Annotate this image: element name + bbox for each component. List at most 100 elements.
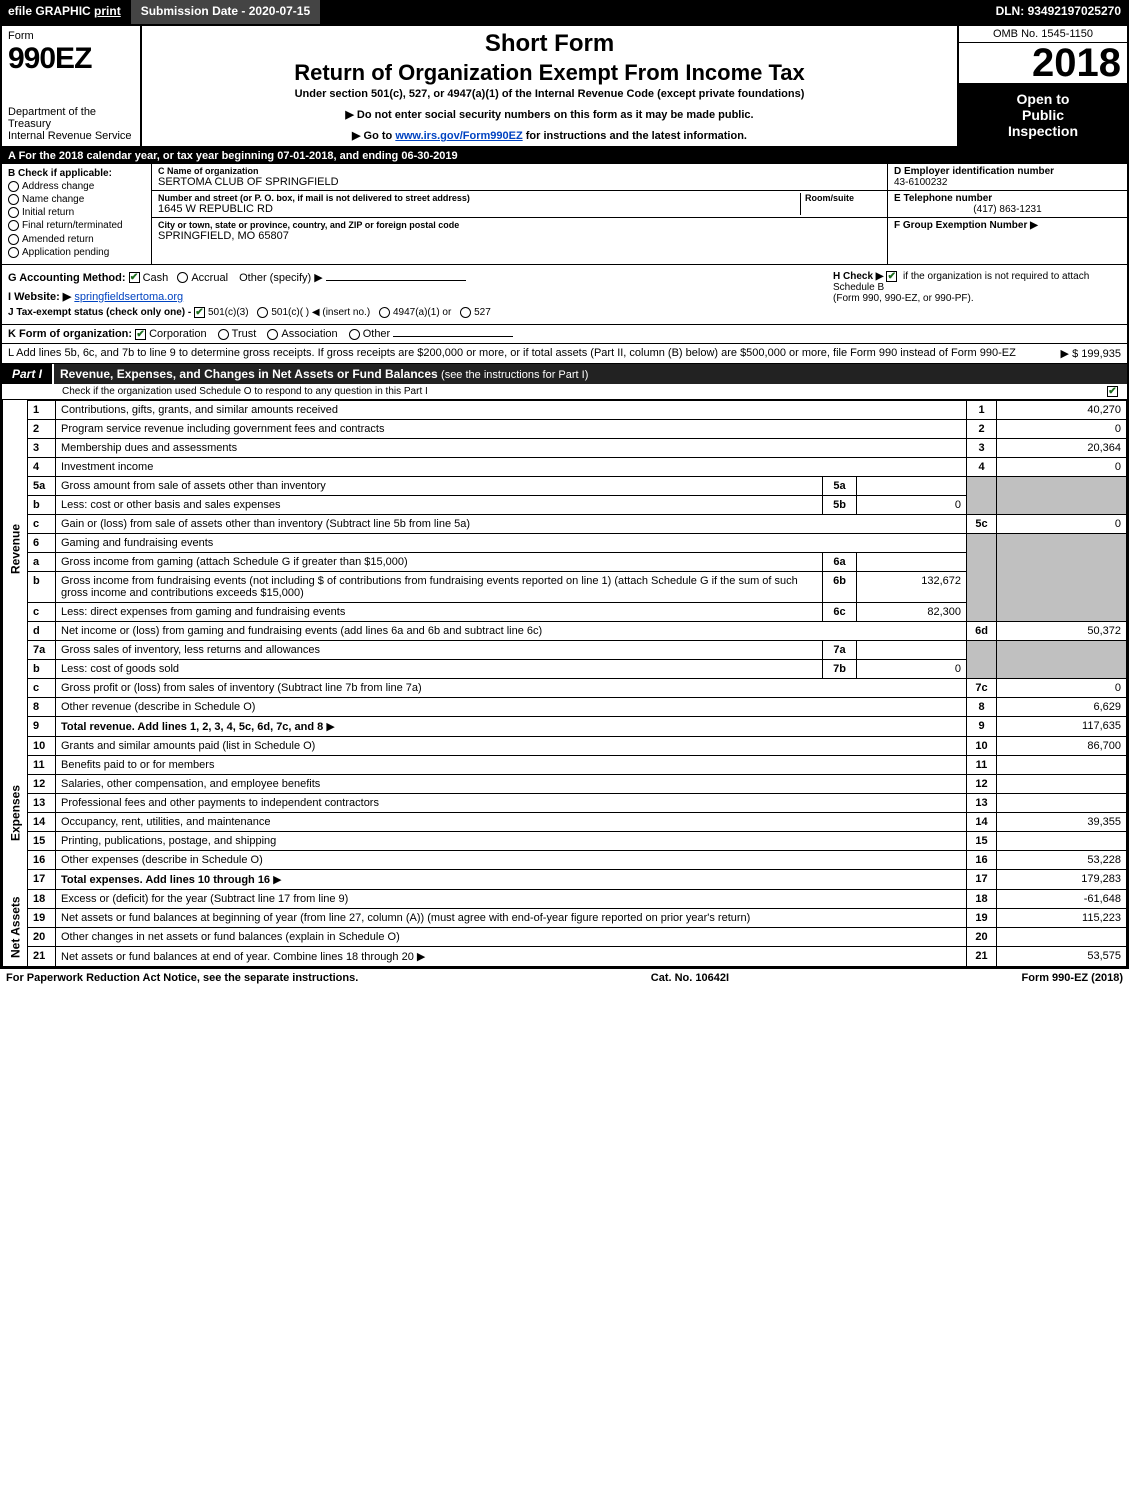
- ln15-val: [997, 831, 1127, 850]
- ln7ab-grey: [967, 640, 997, 678]
- ln7a-sn: 7a: [823, 640, 857, 659]
- ln17-desc: Total expenses. Add lines 10 through 16: [61, 874, 270, 886]
- tax-period-row: A For the 2018 calendar year, or tax yea…: [2, 148, 1127, 164]
- ln19-rn: 19: [967, 908, 997, 927]
- ln11-rn: 11: [967, 755, 997, 774]
- ln19-num: 19: [28, 908, 56, 927]
- ln21-rn: 21: [967, 946, 997, 966]
- ln7a-num: 7a: [28, 640, 56, 659]
- ln5a-sn: 5a: [823, 476, 857, 495]
- other-method-input[interactable]: [326, 280, 466, 281]
- ln4-desc: Investment income: [61, 461, 153, 473]
- ln2-num: 2: [28, 419, 56, 438]
- h-box: H Check ▶ if the organization is not req…: [827, 265, 1127, 324]
- ln7a-sv: [857, 640, 967, 659]
- chk-4947[interactable]: [379, 307, 390, 318]
- section-revenue-cont: [3, 697, 28, 736]
- subdate-value: 2020-07-15: [249, 4, 310, 18]
- ln17-num: 17: [28, 869, 56, 889]
- chk-cash[interactable]: [129, 272, 140, 283]
- website-link[interactable]: springfieldsertoma.org: [74, 291, 183, 303]
- part-i-title: Revenue, Expenses, and Changes in Net As…: [54, 364, 1127, 384]
- ln6d-val: 50,372: [997, 621, 1127, 640]
- ln2-val: 0: [997, 419, 1127, 438]
- l-value: ▶ $ 199,935: [1053, 347, 1121, 360]
- ln12-num: 12: [28, 774, 56, 793]
- section-revenue: Revenue: [3, 400, 28, 697]
- ln9-val: 117,635: [997, 716, 1127, 736]
- ln5c-desc: Gain or (loss) from sale of assets other…: [61, 518, 470, 530]
- info-block: B Check if applicable: Address change Na…: [2, 164, 1127, 265]
- lbl-527: 527: [474, 307, 491, 318]
- chk-final-return[interactable]: [8, 220, 19, 231]
- period-begin: 07-01-2018: [277, 150, 333, 162]
- ln4-num: 4: [28, 457, 56, 476]
- ln1-desc: Contributions, gifts, grants, and simila…: [61, 404, 338, 416]
- lbl-final-return: Final return/terminated: [22, 221, 123, 232]
- chk-address-change[interactable]: [8, 181, 19, 192]
- ein: 43-6100232: [894, 177, 1121, 188]
- lbl-initial-return: Initial return: [22, 207, 74, 218]
- chk-initial-return[interactable]: [8, 207, 19, 218]
- goto-note: ▶ Go to www.irs.gov/Form990EZ for instru…: [150, 129, 949, 142]
- chk-trust[interactable]: [218, 329, 229, 340]
- irs-link[interactable]: www.irs.gov/Form990EZ: [395, 130, 522, 142]
- chk-501c[interactable]: [257, 307, 268, 318]
- chk-assoc[interactable]: [267, 329, 278, 340]
- other-org-input[interactable]: [393, 336, 513, 337]
- chk-accrual[interactable]: [177, 272, 188, 283]
- gh-row: G Accounting Method: Cash Accrual Other …: [2, 265, 1127, 325]
- col-b: B Check if applicable: Address change Na…: [2, 164, 152, 264]
- ln6b-num: b: [28, 571, 56, 602]
- ln5b-sn: 5b: [823, 495, 857, 514]
- ln7c-rn: 7c: [967, 678, 997, 697]
- ln10-val: 86,700: [997, 736, 1127, 755]
- ln6d-rn: 6d: [967, 621, 997, 640]
- form-ref: Form 990-EZ (2018): [1022, 972, 1123, 984]
- ln10-num: 10: [28, 736, 56, 755]
- ln19-desc: Net assets or fund balances at beginning…: [61, 912, 750, 924]
- chk-other-org[interactable]: [349, 329, 360, 340]
- h-label: H Check ▶: [833, 271, 883, 282]
- ln1-rn: 1: [967, 400, 997, 419]
- part-i-check-row: Check if the organization used Schedule …: [2, 384, 1127, 400]
- chk-corp[interactable]: [135, 329, 146, 340]
- part-i-label: Part I: [2, 364, 54, 384]
- ln7b-num: b: [28, 659, 56, 678]
- ln7c-desc: Gross profit or (loss) from sales of inv…: [61, 682, 422, 694]
- lbl-accrual: Accrual: [191, 272, 228, 284]
- dept-label: Department of the Treasury Internal Reve…: [8, 106, 134, 142]
- ln5c-val: 0: [997, 514, 1127, 533]
- header-row: Form 990EZ Department of the Treasury In…: [2, 26, 1127, 148]
- chk-application-pending[interactable]: [8, 247, 19, 258]
- k-label: K Form of organization:: [8, 328, 132, 340]
- print-link[interactable]: print: [94, 4, 121, 18]
- form-container: Form 990EZ Department of the Treasury In…: [0, 24, 1129, 969]
- part-i-title-text: Revenue, Expenses, and Changes in Net As…: [60, 367, 438, 381]
- chk-amended-return[interactable]: [8, 234, 19, 245]
- ln13-rn: 13: [967, 793, 997, 812]
- chk-h[interactable]: [886, 271, 897, 282]
- lbl-cash: Cash: [143, 272, 169, 284]
- ln6c-desc: Less: direct expenses from gaming and fu…: [61, 606, 345, 618]
- ln1-val: 40,270: [997, 400, 1127, 419]
- ln11-num: 11: [28, 755, 56, 774]
- ln7ab-grey-val: [997, 640, 1127, 678]
- chk-part-i-schedule-o[interactable]: [1107, 386, 1118, 397]
- section-expenses: Expenses: [3, 736, 28, 889]
- part-i-sub: (see the instructions for Part I): [441, 369, 588, 381]
- lbl-application-pending: Application pending: [22, 247, 109, 258]
- ln14-num: 14: [28, 812, 56, 831]
- ln20-val: [997, 927, 1127, 946]
- ln8-rn: 8: [967, 697, 997, 716]
- chk-527[interactable]: [460, 307, 471, 318]
- ln4-rn: 4: [967, 457, 997, 476]
- chk-name-change[interactable]: [8, 194, 19, 205]
- ln3-desc: Membership dues and assessments: [61, 442, 237, 454]
- topbar-fill: [320, 0, 987, 24]
- ln2-desc: Program service revenue including govern…: [61, 423, 384, 435]
- ln19-val: 115,223: [997, 908, 1127, 927]
- chk-501c3[interactable]: [194, 307, 205, 318]
- ln12-desc: Salaries, other compensation, and employ…: [61, 778, 320, 790]
- ln15-desc: Printing, publications, postage, and shi…: [61, 835, 276, 847]
